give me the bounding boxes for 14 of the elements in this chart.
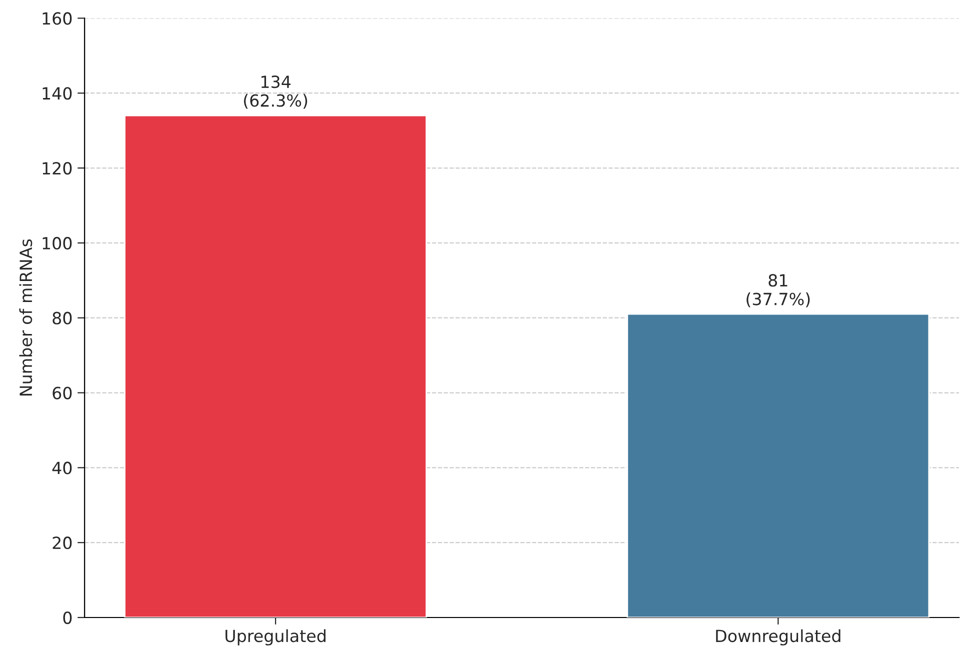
y-tick-label: 100 (42, 236, 72, 250)
data-label: 134 (62.3%) (244, 76, 308, 109)
y-tick-label: 60 (52, 386, 72, 400)
x-tick-label: Upregulated (226, 629, 326, 646)
y-axis-title: Number of miRNAs (19, 239, 32, 396)
y-tick-label: 160 (42, 12, 72, 25)
y-tick-label: 20 (52, 536, 72, 550)
y-tick-label: 80 (52, 312, 72, 324)
y-tick-label: 120 (42, 162, 72, 175)
y-tick-label: 40 (52, 462, 72, 474)
y-tick-label: 140 (42, 87, 72, 100)
y-tick-label: 0 (63, 611, 72, 624)
data-label: 81 (37.7%) (746, 274, 810, 308)
x-tick-label: Downregulated (716, 629, 840, 646)
